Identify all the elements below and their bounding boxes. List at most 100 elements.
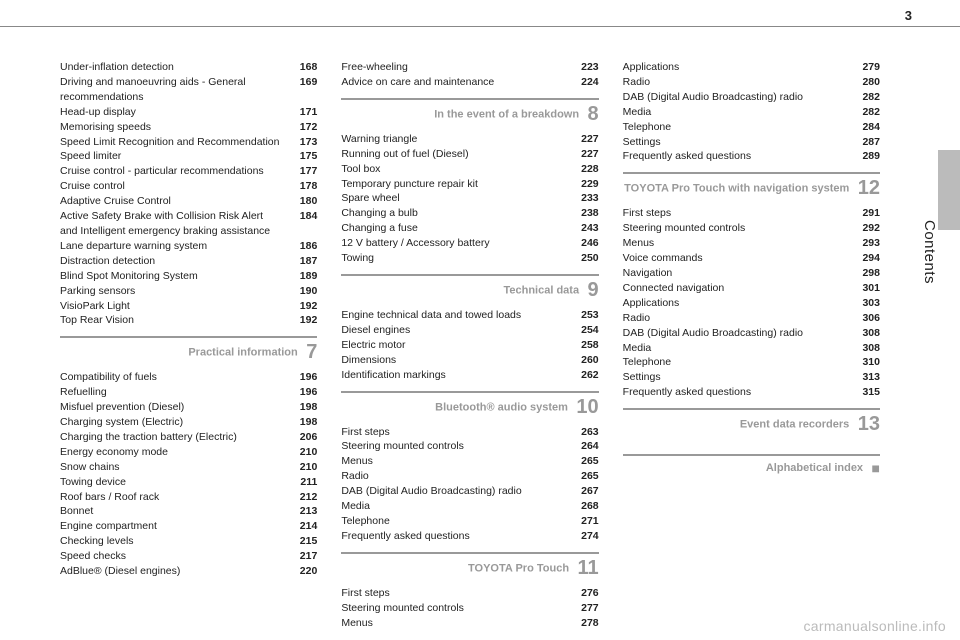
section-title: Event data recorders — [740, 419, 849, 431]
toc-page: 289 — [850, 149, 880, 164]
toc-line: Frequently asked questions315 — [623, 385, 880, 400]
toc-label: Energy economy mode — [60, 445, 287, 460]
toc-page: 253 — [569, 308, 599, 323]
toc-line: First steps276 — [341, 586, 598, 601]
toc-label: Radio — [623, 75, 850, 90]
toc-line: Snow chains210 — [60, 460, 317, 475]
section-head: Practical information 7 — [60, 336, 317, 364]
toc-label: Warning triangle — [341, 132, 568, 147]
toc-line: Compatibility of fuels196 — [60, 370, 317, 385]
toc-group: Free-wheeling223Advice on care and maint… — [341, 60, 598, 90]
toc-label: First steps — [623, 206, 850, 221]
section-num: 8 — [588, 103, 599, 125]
toc-line: Roof bars / Roof rack212 — [60, 490, 317, 505]
toc-line: Refuelling196 — [60, 385, 317, 400]
toc-line: Spare wheel233 — [341, 191, 598, 206]
toc-label: Cruise control - particular recommendati… — [60, 164, 287, 179]
toc-label: Free-wheeling — [341, 60, 568, 75]
toc-line: Engine compartment214 — [60, 519, 317, 534]
toc-page: 315 — [850, 385, 880, 400]
toc-page: 298 — [850, 266, 880, 281]
toc-label: Adaptive Cruise Control — [60, 194, 287, 209]
toc-line: Radio265 — [341, 469, 598, 484]
toc-page: 313 — [850, 370, 880, 385]
toc-label: Engine technical data and towed loads — [341, 308, 568, 323]
toc-line: Engine technical data and towed loads253 — [341, 308, 598, 323]
toc-label: Refuelling — [60, 385, 287, 400]
toc-line: VisioPark Light192 — [60, 299, 317, 314]
section-head: TOYOTA Pro Touch 11 — [341, 552, 598, 580]
toc-label: Frequently asked questions — [623, 149, 850, 164]
toc-label: Bonnet — [60, 504, 287, 519]
section-title: In the event of a breakdown — [434, 108, 579, 120]
toc-line: Advice on care and maintenance224 — [341, 75, 598, 90]
toc-page: 263 — [569, 425, 599, 440]
toc-line: Media268 — [341, 499, 598, 514]
toc-page: 260 — [569, 353, 599, 368]
toc-line: 12 V battery / Accessory battery246 — [341, 236, 598, 251]
toc-page: 215 — [287, 534, 317, 549]
section-num: 7 — [306, 341, 317, 363]
toc-line: Settings287 — [623, 135, 880, 150]
toc-column-2: Free-wheeling223Advice on care and maint… — [341, 60, 598, 630]
toc-page: 211 — [287, 475, 317, 490]
toc-line: Running out of fuel (Diesel)227 — [341, 147, 598, 162]
toc-page: 189 — [287, 269, 317, 284]
toc-line: Active Safety Brake with Collision Risk … — [60, 209, 317, 239]
toc-page: 172 — [287, 120, 317, 135]
toc-line: Identification markings262 — [341, 368, 598, 383]
toc-page: 284 — [850, 120, 880, 135]
toc-page: 277 — [569, 601, 599, 616]
toc-line: Speed Limit Recognition and Recommendati… — [60, 135, 317, 150]
toc-label: Navigation — [623, 266, 850, 281]
toc-line: Dimensions260 — [341, 353, 598, 368]
toc-label: Telephone — [623, 355, 850, 370]
toc-label: Snow chains — [60, 460, 287, 475]
toc-label: Running out of fuel (Diesel) — [341, 147, 568, 162]
toc-page: 233 — [569, 191, 599, 206]
toc-page: 250 — [569, 251, 599, 266]
toc-page: 224 — [569, 75, 599, 90]
toc-line: Driving and manoeuvring aids - General r… — [60, 75, 317, 105]
toc-page: 168 — [287, 60, 317, 75]
toc-page: 212 — [287, 490, 317, 505]
toc-page: 190 — [287, 284, 317, 299]
toc-label: Advice on care and maintenance — [341, 75, 568, 90]
toc-label: Radio — [341, 469, 568, 484]
toc-line: Menus293 — [623, 236, 880, 251]
toc-label: Active Safety Brake with Collision Risk … — [60, 209, 287, 239]
toc-line: Frequently asked questions274 — [341, 529, 598, 544]
toc-label: Applications — [623, 296, 850, 311]
toc-page: 293 — [850, 236, 880, 251]
toc-line: Settings313 — [623, 370, 880, 385]
toc-line: AdBlue® (Diesel engines)220 — [60, 564, 317, 579]
toc-page: 210 — [287, 460, 317, 475]
toc-label: Engine compartment — [60, 519, 287, 534]
toc-page: 303 — [850, 296, 880, 311]
toc-line: Speed limiter175 — [60, 149, 317, 164]
toc-page: 196 — [287, 370, 317, 385]
toc-page: 294 — [850, 251, 880, 266]
toc-line: Steering mounted controls277 — [341, 601, 598, 616]
toc-line: Temporary puncture repair kit229 — [341, 177, 598, 192]
toc-label: Roof bars / Roof rack — [60, 490, 287, 505]
toc-label: Changing a fuse — [341, 221, 568, 236]
toc-label: Electric motor — [341, 338, 568, 353]
toc-label: Menus — [341, 454, 568, 469]
toc-line: Blind Spot Monitoring System189 — [60, 269, 317, 284]
toc-line: Frequently asked questions289 — [623, 149, 880, 164]
section-title: Alphabetical index — [766, 462, 863, 474]
toc-line: Under-inflation detection168 — [60, 60, 317, 75]
toc-label: Speed limiter — [60, 149, 287, 164]
toc-line: Changing a fuse243 — [341, 221, 598, 236]
toc-label: Telephone — [341, 514, 568, 529]
toc-label: Speed Limit Recognition and Recommendati… — [60, 135, 287, 150]
toc-column-3: Applications279Radio280DAB (Digital Audi… — [623, 60, 880, 630]
toc-page: 198 — [287, 400, 317, 415]
page-number: 3 — [905, 8, 912, 23]
toc-line: Applications279 — [623, 60, 880, 75]
toc-label: Blind Spot Monitoring System — [60, 269, 287, 284]
section-head: Event data recorders 13 — [623, 408, 880, 436]
toc-line: DAB (Digital Audio Broadcasting) radio28… — [623, 90, 880, 105]
section-num: 13 — [858, 413, 880, 435]
